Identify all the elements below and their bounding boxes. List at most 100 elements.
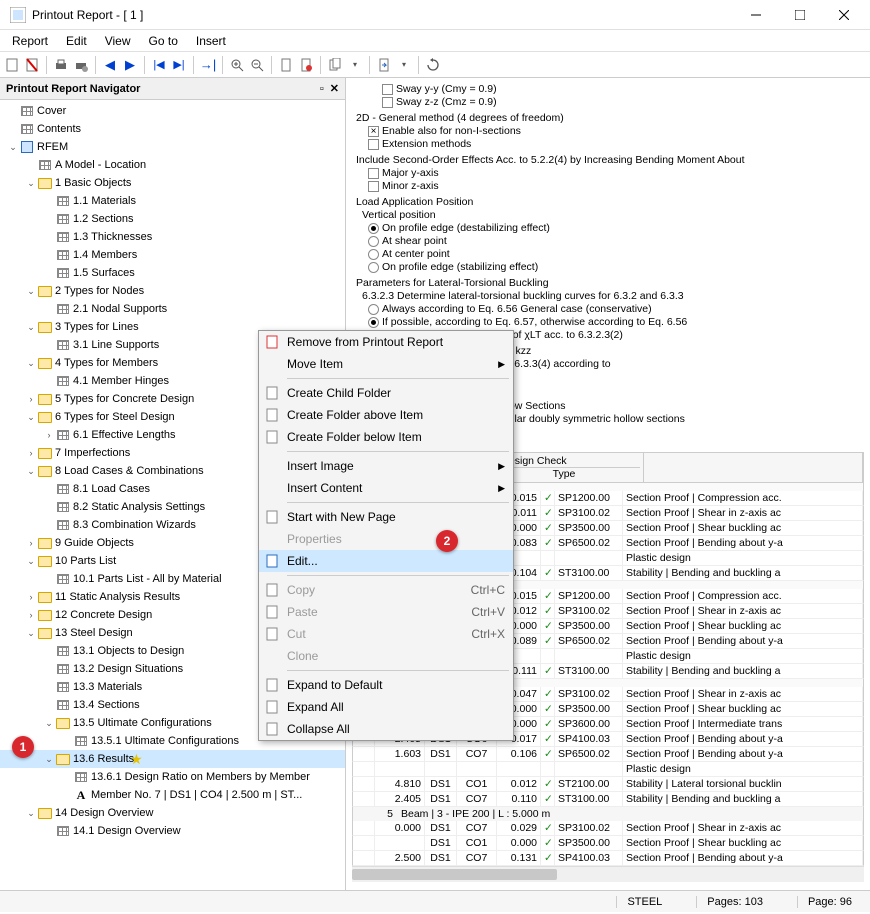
menu-item-expand-to-default[interactable]: Expand to Default <box>259 674 513 696</box>
menu-item-collapse-all[interactable]: Collapse All <box>259 718 513 740</box>
zoom-in-icon[interactable] <box>229 57 245 73</box>
tree-row[interactable]: A Model - Location <box>0 156 345 174</box>
menu-item-insert-image[interactable]: Insert Image▶ <box>259 455 513 477</box>
menu-item-remove-from-printout-report[interactable]: Remove from Printout Report <box>259 331 513 353</box>
menu-item-start-with-new-page[interactable]: Start with New Page <box>259 506 513 528</box>
page-red-icon[interactable] <box>298 57 314 73</box>
tree-row[interactable]: 1.4 Members <box>0 246 345 264</box>
tree-row[interactable]: AMember No. 7 | DS1 | CO4 | 2.500 m | ST… <box>0 786 345 804</box>
menu-item-move-item[interactable]: Move Item▶ <box>259 353 513 375</box>
radio-icon[interactable] <box>368 249 379 260</box>
tree-row[interactable]: ⌄14 Design Overview <box>0 804 345 822</box>
horizontal-scrollbar[interactable] <box>352 866 864 882</box>
nav-last-icon[interactable]: ▶| <box>171 57 187 73</box>
goto-icon[interactable]: →| <box>200 57 216 73</box>
menu-item-create-folder-below-item[interactable]: Create Folder below Item <box>259 426 513 448</box>
tree-row[interactable]: 2.1 Nodal Supports <box>0 300 345 318</box>
chevron-icon[interactable]: ⌄ <box>24 628 38 639</box>
delete-icon[interactable] <box>24 57 40 73</box>
chevron-icon[interactable]: › <box>24 538 38 548</box>
print-settings-icon[interactable] <box>73 57 89 73</box>
refresh-icon[interactable] <box>425 57 441 73</box>
chevron-icon[interactable]: ⌄ <box>24 808 38 819</box>
chevron-icon[interactable]: ⌄ <box>42 718 56 729</box>
dock-icon[interactable]: ▫ <box>320 83 324 95</box>
chevron-icon[interactable]: › <box>24 610 38 620</box>
radio-icon[interactable] <box>368 317 379 328</box>
new-icon[interactable] <box>4 57 20 73</box>
chevron-icon[interactable]: ⌄ <box>6 142 20 153</box>
tree-row[interactable]: 1.3 Thicknesses <box>0 228 345 246</box>
tree-row[interactable]: 1.2 Sections <box>0 210 345 228</box>
checkbox-icon[interactable] <box>368 139 379 150</box>
checkbox-icon[interactable] <box>368 181 379 192</box>
print-icon[interactable] <box>53 57 69 73</box>
tree-row[interactable]: ⌄2 Types for Nodes <box>0 282 345 300</box>
table-row[interactable]: Plastic design <box>352 762 864 777</box>
chevron-icon[interactable]: ⌄ <box>24 556 38 567</box>
option-row: Always according to Eq. 6.56 General cas… <box>368 303 864 315</box>
chevron-down-icon[interactable]: ▾ <box>347 57 363 73</box>
menu-item-create-child-folder[interactable]: Create Child Folder <box>259 382 513 404</box>
tree-row[interactable]: 14.1 Design Overview <box>0 822 345 840</box>
chevron-icon[interactable]: ⌄ <box>24 412 38 423</box>
radio-icon[interactable] <box>368 304 379 315</box>
menu-go-to[interactable]: Go to <box>141 32 186 50</box>
radio-icon[interactable] <box>368 223 379 234</box>
table-row[interactable]: 1.603DS1CO70.106✓SP6500.02Section Proof … <box>352 747 864 762</box>
radio-icon[interactable] <box>368 236 379 247</box>
menu-item-create-folder-above-item[interactable]: Create Folder above Item <box>259 404 513 426</box>
folder-icon <box>38 392 52 406</box>
checkbox-icon[interactable] <box>382 84 393 95</box>
table-row[interactable]: 2.500DS1CO70.131✓SP4100.03Section Proof … <box>352 851 864 866</box>
page-icon[interactable] <box>278 57 294 73</box>
table-row[interactable]: 2.405DS1CO70.110✓ST3100.00Stability | Be… <box>352 792 864 807</box>
pages-icon[interactable] <box>327 57 343 73</box>
table-row[interactable]: 4.810DS1CO10.012✓ST2100.00Stability | La… <box>352 777 864 792</box>
chevron-icon[interactable]: ⌄ <box>24 286 38 297</box>
menu-item-insert-content[interactable]: Insert Content▶ <box>259 477 513 499</box>
chevron-icon[interactable]: › <box>24 448 38 458</box>
menu-item-expand-all[interactable]: Expand All <box>259 696 513 718</box>
tree-row[interactable]: ⌄13.6 Results★ <box>0 750 345 768</box>
tree-label: RFEM <box>37 141 68 153</box>
chevron-icon[interactable]: › <box>42 430 56 440</box>
chevron-icon[interactable]: ⌄ <box>24 322 38 333</box>
checkbox-icon[interactable] <box>368 168 379 179</box>
tree-row[interactable]: 1.5 Surfaces <box>0 264 345 282</box>
minimize-button[interactable] <box>734 1 778 29</box>
menu-item-edit-[interactable]: Edit... <box>259 550 513 572</box>
model-icon <box>20 140 34 154</box>
tree-row[interactable]: Contents <box>0 120 345 138</box>
menu-edit[interactable]: Edit <box>58 32 95 50</box>
chevron-icon[interactable]: ⌄ <box>24 466 38 477</box>
chevron-icon[interactable]: › <box>24 592 38 602</box>
table-row[interactable]: 0.000DS1CO70.029✓SP3100.02Section Proof … <box>352 821 864 836</box>
chevron-icon[interactable]: › <box>24 394 38 404</box>
tree-row[interactable]: ⌄1 Basic Objects <box>0 174 345 192</box>
nav-prev-icon[interactable]: ◀ <box>102 57 118 73</box>
checkbox-icon[interactable] <box>382 97 393 108</box>
nav-next-icon[interactable]: ▶ <box>122 57 138 73</box>
menu-report[interactable]: Report <box>4 32 56 50</box>
maximize-button[interactable] <box>778 1 822 29</box>
menu-insert[interactable]: Insert <box>188 32 234 50</box>
close-panel-icon[interactable]: ✕ <box>330 82 339 95</box>
checkbox-icon[interactable] <box>368 126 379 137</box>
zoom-out-icon[interactable] <box>249 57 265 73</box>
tree-row[interactable]: 1.1 Materials <box>0 192 345 210</box>
export-icon[interactable] <box>376 57 392 73</box>
nav-first-icon[interactable]: |◀ <box>151 57 167 73</box>
chevron-icon[interactable]: ⌄ <box>42 754 56 765</box>
radio-icon[interactable] <box>368 262 379 273</box>
tree-row[interactable]: 13.6.1 Design Ratio on Members by Member <box>0 768 345 786</box>
chevron-icon[interactable]: ⌄ <box>24 178 38 189</box>
context-menu[interactable]: Remove from Printout ReportMove Item▶ Cre… <box>258 330 514 741</box>
table-row[interactable]: DS1CO10.000✓SP3500.00Section Proof | She… <box>352 836 864 851</box>
tree-row[interactable]: ⌄ RFEM <box>0 138 345 156</box>
chevron-down-icon[interactable]: ▾ <box>396 57 412 73</box>
tree-row[interactable]: Cover <box>0 102 345 120</box>
chevron-icon[interactable]: ⌄ <box>24 358 38 369</box>
close-button[interactable] <box>822 1 866 29</box>
menu-view[interactable]: View <box>97 32 139 50</box>
